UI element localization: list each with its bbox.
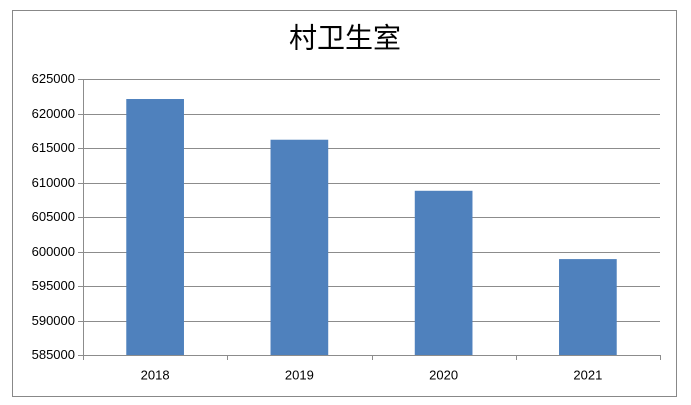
y-tick-label: 595000 [32,278,75,293]
y-tick-label: 620000 [32,106,75,121]
bar [126,99,184,355]
y-tick-label: 590000 [32,313,75,328]
y-tick-label: 600000 [32,244,75,259]
x-tick-label: 2020 [429,367,458,382]
y-tick-label: 605000 [32,209,75,224]
x-tick-label: 2018 [141,367,170,382]
chart-title: 村卫生室 [289,22,401,53]
y-tick-label: 615000 [32,140,75,155]
y-tick-label: 625000 [32,71,75,86]
y-tick-label: 585000 [32,347,75,362]
x-tick-label: 2021 [573,367,602,382]
bar [559,259,617,355]
bar [414,190,473,355]
bar [270,139,329,355]
y-tick-label: 610000 [32,175,75,190]
x-tick-label: 2019 [285,367,314,382]
